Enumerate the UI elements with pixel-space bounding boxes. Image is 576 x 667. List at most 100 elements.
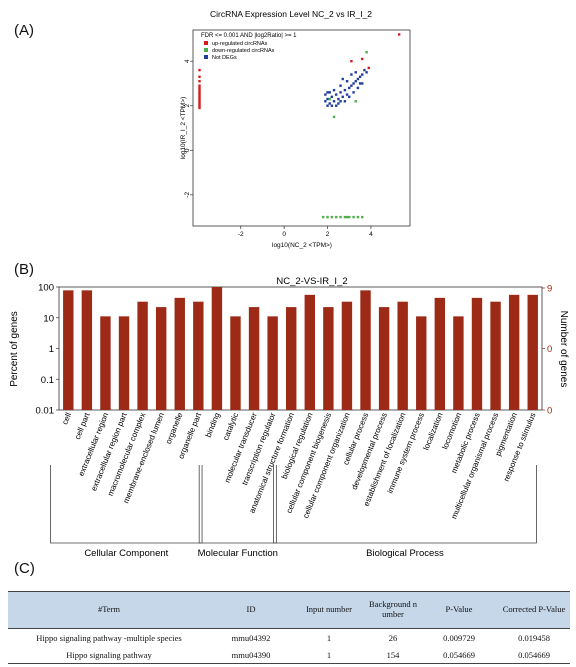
bar [508,294,520,410]
group-label: Biological Process [366,548,444,559]
cell-term: Hippo signaling pathway [8,646,210,664]
scatter-point [198,95,201,99]
scatter-point [330,95,334,99]
scatter-point [324,93,327,96]
scatter-point [198,68,201,72]
scatter-y-axis-label: log10(IR_I_2 <TPM>) [180,97,187,160]
header-id: ID [246,604,256,615]
scatter-y-tick-label: 0 [184,148,191,152]
bar [397,301,408,410]
scatter-point [348,215,351,219]
scatter-point [341,77,344,81]
bar [490,301,501,410]
scatter-point [339,215,342,219]
bar [63,290,74,410]
bar-category-label: cell part [73,411,92,441]
cell-id: mmu04392 [231,632,271,643]
bar [155,307,167,410]
scatter-point [343,100,347,103]
bar [193,301,204,410]
bar-y-tick-label: 1 [49,344,54,355]
scatter-point [339,91,342,94]
bar-y2-tick-label: 9 [547,284,552,295]
scatter-point [330,215,334,219]
go-bar-chart: NC_2-VS-IR_I_2 100 10 1 0.1 0.01 9 0 0 cell cell… [9,276,569,559]
scatter-point [350,84,353,87]
panel-label-b: (B) [14,261,34,278]
scatter-point [332,115,336,119]
scatter-point [337,97,340,101]
cell-background-number: 154 [366,646,420,664]
scatter-point [343,215,347,219]
scatter-point [324,100,327,103]
table-header-row: #Term ID Input number Background number … [8,591,570,629]
scatter-title: CircRNA Expression Level NC_2 vs IR_I_2 [210,9,372,19]
scatter-y-tick-label: 2 [184,104,191,108]
bar [211,287,223,410]
table-row: Hippo signaling pathway -multiple specie… [8,629,570,647]
header-term: #Term [97,604,121,615]
scatter-point [328,97,331,101]
cell-corrected-p-value: 0.019458 [518,632,550,643]
header-p-value: P-Value [445,604,473,615]
bar [286,307,297,410]
bar-y-tick-label: 0.1 [41,375,54,386]
scatter-point [335,104,338,107]
scatter-point [348,95,351,99]
bar [267,316,278,410]
legend-swatch-down [204,48,208,52]
bar [174,297,185,410]
bar [341,301,353,410]
cell-input-number: 1 [326,632,332,643]
group-bracket [273,465,537,544]
scatter-point [350,59,353,63]
scatter-point [356,86,360,90]
table-row: Hippo signaling pathway mmu04390 1 154 0… [8,646,570,664]
bar-y2-tick-label: 0 [547,406,552,417]
scatter-point [198,84,201,87]
bar [304,294,315,410]
bar [118,316,130,410]
scatter-point [337,102,340,105]
scatter-point [198,88,201,92]
header-corrected-p-value: Corrected P-Value [502,604,566,615]
scatter-legend-title: FDR <= 0.001 AND |log2Ratio| >= 1 [201,33,297,39]
scatter-y-tick-label: 4 [184,59,191,63]
pathway-enrichment-table: #Term ID Input number Background number … [8,591,570,664]
scatter-point [198,80,201,83]
bar [230,316,241,410]
bar-y2-tick-label: 0 [547,344,552,355]
scatter-point [352,91,355,94]
bar [81,290,93,410]
scatter-point [365,71,368,74]
scatter-point [198,104,201,107]
scatter-x-tick-label: 4 [369,231,373,238]
cell-term: Hippo signaling pathway -multiple specie… [36,632,182,643]
scatter-point [343,88,347,92]
cell-p-value: 0.009729 [443,632,475,643]
panel-label-a: (A) [14,22,34,39]
bar [137,301,148,410]
group-bracket [50,465,203,544]
scatter-point [339,100,342,103]
bar [360,290,371,410]
bar [323,307,334,410]
scatter-point [198,102,201,105]
bar [100,316,111,410]
scatter-point [358,75,362,78]
scatter-point [198,100,201,103]
legend-swatch-up [204,41,208,45]
bar [471,297,483,410]
scatter-point [345,93,349,96]
cell-background-number: 26 [388,632,398,643]
group-bracket [198,465,277,544]
scatter-point [198,91,201,94]
bar-category-label: cell [60,411,73,426]
bar-plot-frame [58,286,543,411]
scatter-point [365,51,368,54]
scatter-point [361,57,364,61]
bar [527,294,538,410]
bar-chart-left-axis-label: Percent of genes [9,311,20,387]
scatter-point [354,71,357,74]
bar [453,316,464,410]
